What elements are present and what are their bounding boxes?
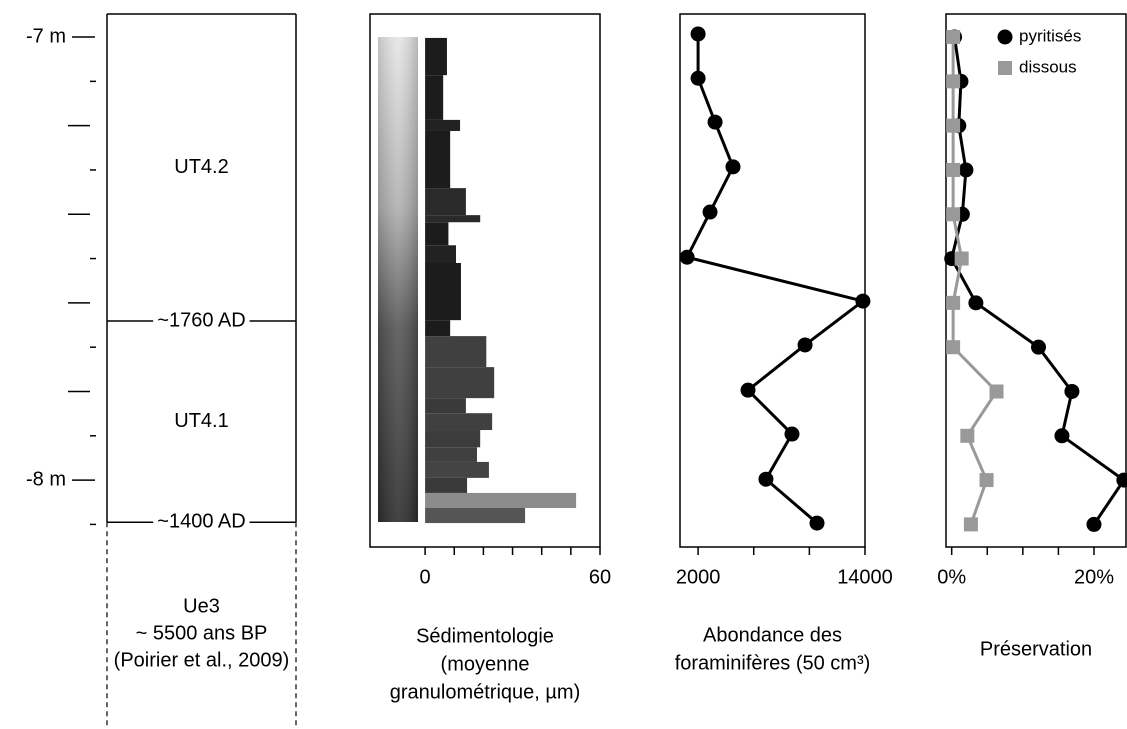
point <box>989 384 1004 399</box>
plot-frame <box>679 13 866 548</box>
bar <box>425 215 481 223</box>
point <box>946 118 961 133</box>
core-image-shade <box>378 37 418 522</box>
bar <box>425 492 577 509</box>
bar <box>425 461 489 478</box>
point <box>960 428 975 443</box>
boundary-label: ~1760 AD <box>157 309 245 331</box>
legend-marker <box>998 61 1012 75</box>
bar <box>425 188 466 216</box>
bar <box>425 508 526 524</box>
legend-label: dissous <box>1019 57 1077 76</box>
point <box>679 249 695 265</box>
bar <box>425 222 449 246</box>
bar <box>425 130 451 189</box>
point <box>968 295 984 311</box>
point <box>954 251 969 266</box>
y-tick-label: -8 m <box>26 468 66 490</box>
x-tick-label: 2000 <box>676 566 721 588</box>
point <box>946 30 961 45</box>
point <box>1054 428 1070 444</box>
x-tick-label: 0 <box>420 566 431 588</box>
legend-label: pyritisés <box>1019 26 1081 45</box>
point <box>946 74 961 89</box>
x-tick-label: 60 <box>589 566 611 588</box>
unit-label: UT4.2 <box>174 156 228 178</box>
point <box>1064 383 1080 399</box>
point <box>740 382 756 398</box>
x-axis-label: Abondance des <box>703 624 842 646</box>
bar <box>425 262 461 321</box>
y-tick-label: -7 m <box>26 25 66 47</box>
point <box>758 471 774 487</box>
point <box>809 515 825 531</box>
plot-frame <box>369 13 601 548</box>
series-line <box>950 36 1126 526</box>
x-axis-label: Préservation <box>980 638 1092 660</box>
bar <box>425 119 461 131</box>
bar <box>425 37 447 76</box>
bar <box>425 430 481 448</box>
unit-label: UT4.1 <box>174 410 228 432</box>
point <box>958 162 974 178</box>
point <box>946 162 961 177</box>
base-note: (Poirier et al., 2009) <box>114 649 290 671</box>
point <box>979 473 994 488</box>
bar <box>425 367 495 399</box>
point <box>690 26 706 42</box>
point <box>946 295 961 310</box>
point <box>707 114 723 130</box>
x-tick-label: 20% <box>1074 566 1114 588</box>
bar <box>425 75 444 120</box>
point <box>1086 516 1102 532</box>
x-axis-label: (moyenne <box>441 653 530 675</box>
series-line <box>684 33 867 525</box>
x-axis-label: Sédimentologie <box>416 625 554 647</box>
point <box>963 517 978 532</box>
point <box>1116 472 1127 488</box>
x-tick-label: 0% <box>937 566 966 588</box>
point <box>1030 339 1046 355</box>
x-tick-label: 14000 <box>837 566 893 588</box>
point <box>690 70 706 86</box>
bar <box>425 447 477 462</box>
series-line <box>951 37 999 525</box>
point <box>797 337 813 353</box>
plot-frame <box>945 13 1127 548</box>
x-axis-label: granulométrique, µm) <box>390 681 581 703</box>
point <box>702 204 718 220</box>
bar <box>425 398 466 414</box>
bar <box>425 413 493 431</box>
bar <box>425 336 487 368</box>
base-unit: Ue3 <box>183 595 220 617</box>
bar <box>425 477 468 493</box>
point <box>946 340 961 355</box>
boundary-label: ~1400 AD <box>157 510 245 532</box>
legend-marker <box>997 29 1013 45</box>
bar <box>425 245 456 263</box>
x-axis-label: foraminifères (50 cm³) <box>675 652 871 674</box>
point <box>946 207 961 222</box>
point <box>855 293 871 309</box>
bar <box>425 320 451 337</box>
point <box>725 159 741 175</box>
point <box>784 426 800 442</box>
base-note: ~ 5500 ans BP <box>136 622 268 644</box>
